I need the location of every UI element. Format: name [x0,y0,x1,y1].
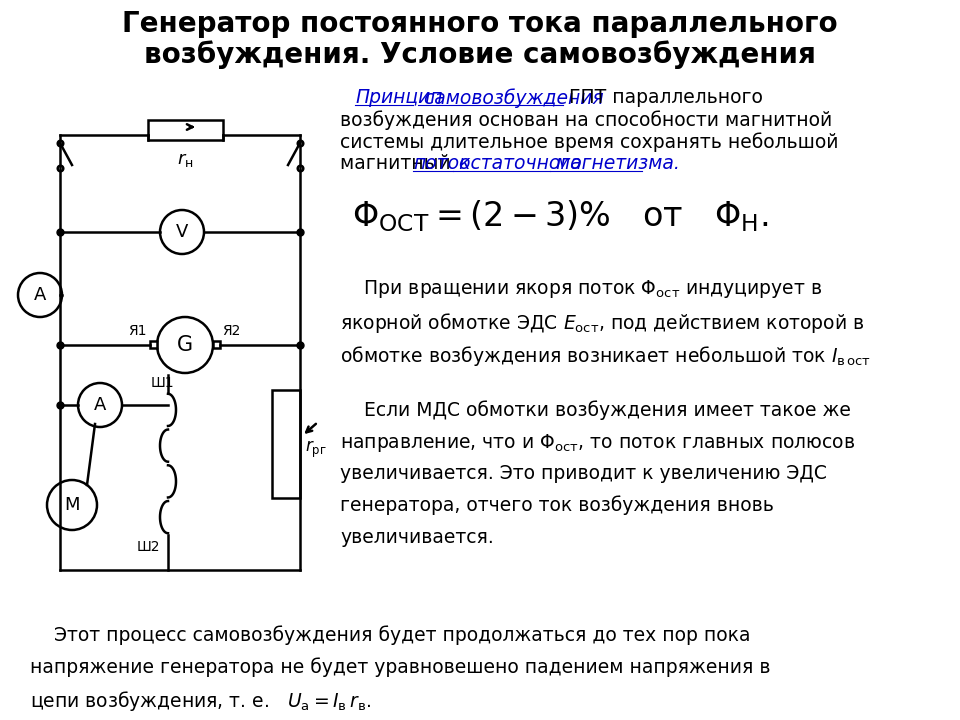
Text: Ш2: Ш2 [136,540,159,554]
Text: A: A [34,286,46,304]
Text: $\Phi_{\rm ОСТ} = (2-3)\%$   от   $\Phi_{\rm Н}.$: $\Phi_{\rm ОСТ} = (2-3)\%$ от $\Phi_{\rm… [351,198,768,234]
Text: M: M [64,496,80,514]
Text: Ш1: Ш1 [150,376,174,390]
Text: G: G [177,335,193,355]
Text: цепи возбуждения, т. е.   $U_{\rm а} = I_{\rm в}\, r_{\rm в}.$: цепи возбуждения, т. е. $U_{\rm а} = I_{… [30,689,372,713]
Circle shape [47,480,97,530]
Text: Принцип: Принцип [355,88,443,107]
Circle shape [157,317,213,373]
Text: магнетизма.: магнетизма. [550,154,680,173]
Text: увеличивается. Это приводит к увеличению ЭДС: увеличивается. Это приводит к увеличению… [340,464,827,483]
Text: направление, что и $\Phi_{\rm ост}$, то поток главных полюсов: направление, что и $\Phi_{\rm ост}$, то … [340,432,855,454]
Bar [272,390,300,498]
Circle shape [18,273,62,317]
Text: $r_{\rm рг}$: $r_{\rm рг}$ [305,438,326,459]
Text: системы длительное время сохранять небольшой: системы длительное время сохранять небол… [340,132,838,152]
Text: поток: поток [413,154,470,173]
Text: Если МДС обмотки возбуждения имеет такое же: Если МДС обмотки возбуждения имеет такое… [340,400,851,420]
Text: увеличивается.: увеличивается. [340,528,493,546]
Text: $r_{\rm н}$: $r_{\rm н}$ [177,151,193,169]
Text: Я1: Я1 [129,324,147,338]
Text: Я2: Я2 [222,324,240,338]
Text: При вращении якоря поток $\Phi_{\rm ост}$ индуцирует в: При вращении якоря поток $\Phi_{\rm ост}… [340,278,822,300]
Text: возбуждения. Условие самовозбуждения: возбуждения. Условие самовозбуждения [144,40,816,68]
Circle shape [78,383,122,427]
Text: магнитный: магнитный [340,154,457,173]
Text: Генератор постоянного тока параллельного: Генератор постоянного тока параллельного [122,10,838,38]
Bar [213,341,220,348]
Text: V: V [176,223,188,241]
Bar [148,120,223,140]
Circle shape [160,210,204,254]
Text: якорной обмотке ЭДС $E_{\rm ост}$, под действием которой в: якорной обмотке ЭДС $E_{\rm ост}$, под д… [340,311,864,335]
Text: Этот процесс самовозбуждения будет продолжаться до тех пор пока: Этот процесс самовозбуждения будет продо… [30,625,751,644]
Text: возбуждения основан на способности магнитной: возбуждения основан на способности магни… [340,110,832,130]
Bar [150,341,157,348]
Text: A: A [94,396,107,414]
Text: самовозбуждения: самовозбуждения [418,88,604,108]
Text: ГПТ параллельного: ГПТ параллельного [563,88,763,107]
Text: напряжение генератора не будет уравновешено падением напряжения в: напряжение генератора не будет уравновеш… [30,657,771,677]
Text: остаточного: остаточного [453,154,582,173]
Text: обмотке возбуждения возникает небольшой ток $I_{\rm в\,ост}$: обмотке возбуждения возникает небольшой … [340,344,871,368]
Text: генератора, отчего ток возбуждения вновь: генератора, отчего ток возбуждения вновь [340,495,774,516]
